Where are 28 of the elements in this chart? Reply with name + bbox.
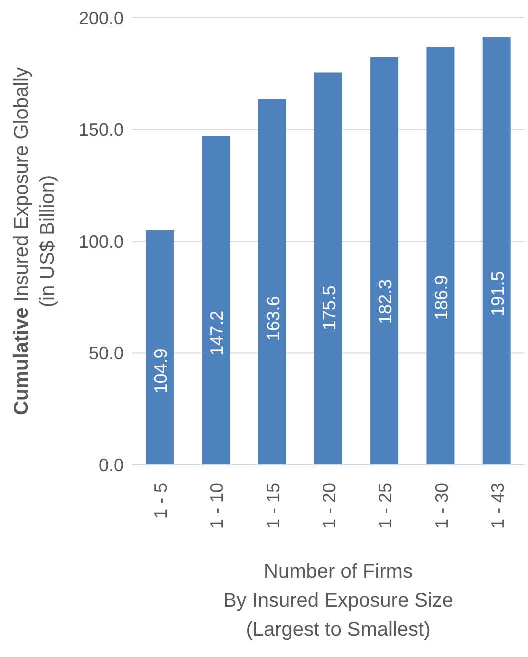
data-label: 175.5 [319,286,340,331]
bar [202,136,230,465]
y-tick-label: 0.0 [98,455,124,476]
x-tick-label: 1 - 20 [320,483,340,530]
y-tick-label: 150.0 [78,120,124,140]
x-tick-label: 1 - 30 [432,483,452,530]
data-label: 191.5 [488,271,508,316]
bar [146,230,174,465]
x-tick-label: 1 - 5 [151,483,172,520]
y-axis-title: Cumulative Insured Exposure Globally (in US$ Billion) [11,68,59,416]
data-label: 182.3 [376,280,396,325]
data-label: 104.9 [151,348,171,394]
bar [482,37,511,465]
x-tick-label: 1 - 10 [207,483,228,530]
x-tick-label: 1 - 25 [376,483,396,530]
x-axis-title: Number of Firms By Insured Exposure Size (Largest to Smallest) [223,561,454,641]
x-tick-label: 1 - 15 [263,483,284,530]
bar [314,72,342,465]
bar [426,47,455,465]
y-tick-label: 100.0 [78,232,124,252]
y-tick-label: 200.0 [78,8,124,28]
data-label: 163.6 [263,296,284,342]
y-tick-label: 50.0 [88,344,124,364]
data-label: 147.2 [207,310,228,356]
bar [258,99,286,465]
bar [370,58,399,465]
x-tick-label: 1 - 43 [488,483,508,530]
data-label: 186.9 [432,275,452,320]
